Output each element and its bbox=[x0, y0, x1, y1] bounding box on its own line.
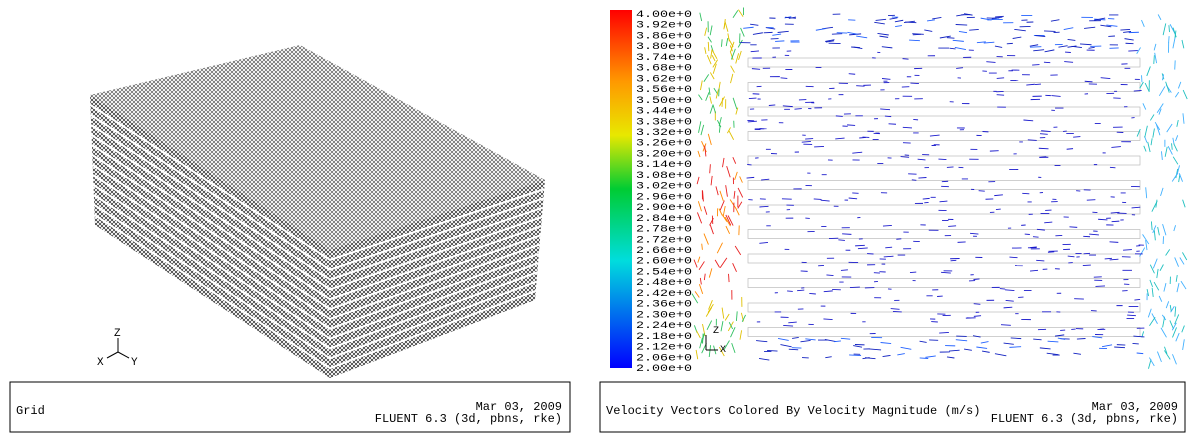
vector bbox=[708, 42, 709, 51]
vector bbox=[1154, 55, 1155, 64]
vector bbox=[1169, 36, 1170, 43]
vector bbox=[769, 105, 775, 106]
vector bbox=[849, 355, 861, 356]
vector bbox=[1067, 149, 1073, 150]
vector bbox=[849, 74, 855, 75]
vector bbox=[909, 40, 920, 41]
vector bbox=[923, 198, 930, 199]
vector bbox=[912, 34, 924, 35]
vector bbox=[855, 245, 865, 246]
vector bbox=[885, 116, 891, 117]
vector bbox=[1032, 65, 1039, 66]
vector bbox=[1137, 353, 1144, 354]
mesh-block bbox=[90, 45, 545, 378]
vector bbox=[1110, 242, 1119, 243]
axis-label: X bbox=[720, 345, 726, 356]
axis-label: X bbox=[97, 357, 104, 369]
vector bbox=[847, 125, 855, 126]
vector bbox=[1112, 221, 1120, 222]
vector bbox=[1069, 227, 1077, 228]
colorbar-labels: 4.00e+03.92e+03.86e+03.80e+03.74e+03.68e… bbox=[636, 9, 692, 375]
footer-version: FLUENT 6.3 (3d, pbns, rke) bbox=[375, 412, 562, 426]
vector bbox=[918, 177, 926, 178]
vector bbox=[903, 127, 912, 128]
vector bbox=[787, 291, 793, 292]
vector bbox=[1110, 167, 1115, 168]
vector bbox=[974, 304, 981, 305]
vector bbox=[1127, 315, 1136, 316]
vector bbox=[938, 159, 946, 160]
plot-area bbox=[695, 12, 1187, 362]
vector bbox=[885, 247, 892, 248]
vector bbox=[842, 234, 851, 235]
vector bbox=[838, 240, 845, 241]
vector bbox=[1134, 299, 1140, 300]
vector bbox=[859, 137, 866, 138]
vector bbox=[1077, 339, 1086, 340]
vector bbox=[783, 325, 793, 326]
vector bbox=[920, 358, 929, 359]
vector bbox=[1073, 137, 1080, 138]
axis-label: Z bbox=[713, 326, 719, 337]
vector bbox=[1009, 257, 1017, 258]
vector bbox=[749, 98, 757, 99]
vector bbox=[851, 47, 860, 48]
vector bbox=[1036, 260, 1044, 261]
vector bbox=[850, 287, 860, 288]
axis-label: Z bbox=[114, 328, 121, 340]
axis-triad bbox=[107, 338, 129, 358]
vector bbox=[893, 311, 902, 312]
vector bbox=[997, 95, 1004, 96]
vector bbox=[832, 34, 842, 35]
vector bbox=[979, 191, 985, 192]
colorbar bbox=[610, 10, 632, 368]
vector bbox=[1085, 81, 1093, 82]
vector bbox=[1169, 25, 1170, 32]
colorbar-label: 2.00e+0 bbox=[636, 363, 692, 375]
vector bbox=[836, 116, 843, 117]
vector bbox=[997, 78, 1004, 79]
vector bbox=[775, 41, 784, 42]
footer-version: FLUENT 6.3 (3d, pbns, rke) bbox=[991, 412, 1178, 426]
vector bbox=[1133, 343, 1139, 344]
vector bbox=[956, 24, 968, 25]
axis-label: Y bbox=[131, 357, 138, 369]
vector bbox=[809, 293, 816, 294]
vector bbox=[910, 272, 916, 273]
footer-title: Velocity Vectors Colored By Velocity Mag… bbox=[606, 404, 980, 418]
vector bbox=[823, 319, 832, 320]
vector bbox=[1120, 29, 1130, 30]
vector bbox=[1039, 148, 1049, 149]
vector bbox=[1105, 258, 1112, 259]
footer-title: Grid bbox=[16, 404, 45, 418]
vector bbox=[794, 109, 801, 110]
vector bbox=[1040, 134, 1048, 135]
vector bbox=[903, 59, 909, 60]
vector bbox=[973, 279, 979, 280]
vector bbox=[1095, 286, 1105, 287]
vector bbox=[947, 38, 955, 39]
vector bbox=[729, 274, 730, 282]
